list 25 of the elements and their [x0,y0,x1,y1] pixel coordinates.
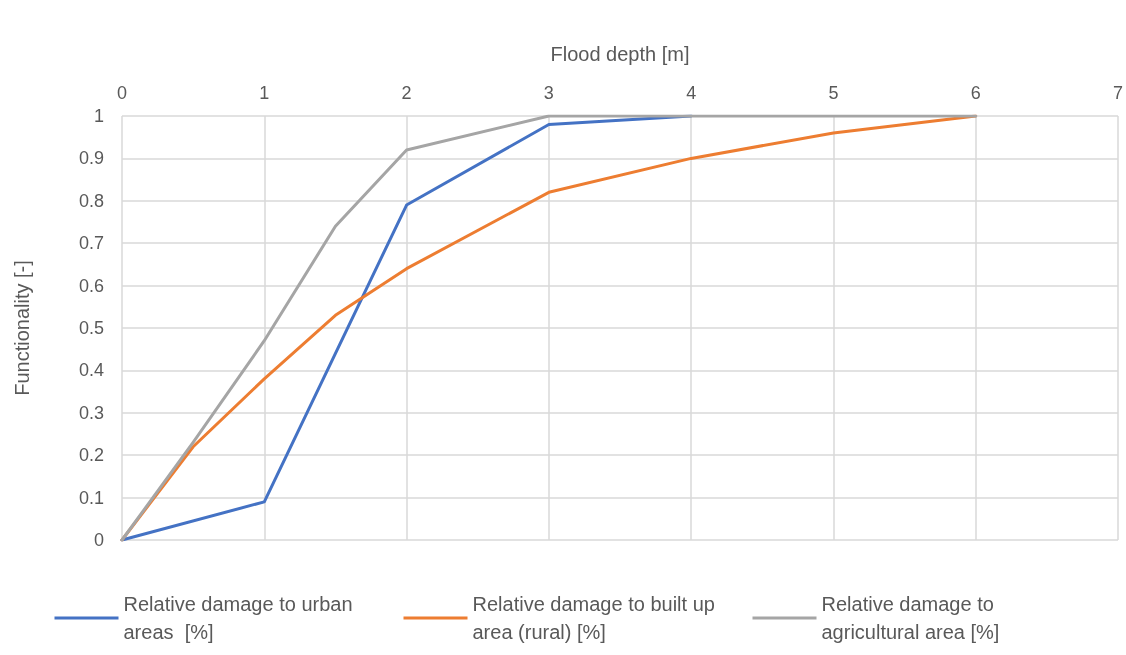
x-tick-label: 2 [401,83,412,103]
x-tick-label: 5 [828,83,839,103]
x-tick-label: 7 [1112,83,1123,103]
y-tick-label: 0.7 [78,233,104,254]
y-tick-label: 1 [93,106,104,126]
x-tick-label: 3 [543,83,554,103]
y-tick-label: 0 [93,530,104,550]
legend-label: Relative damage to agricultural area [%] [821,593,1000,643]
y-tick-label: 0.8 [78,190,104,211]
legend-label: Relative damage to urban areas [%] [123,593,359,643]
y-tick-label: 0.3 [78,402,104,423]
x-tick-label: 0 [116,83,128,103]
x-tick-label: 1 [259,83,270,103]
y-axis-title: Functionality [-] [11,260,33,396]
y-tick-label: 0.2 [78,445,104,466]
y-tick-label: 0.9 [78,148,104,169]
y-tick-label: 0.5 [78,318,104,338]
x-tick-label: 4 [686,83,697,103]
line-series [120,114,978,542]
y-tick-label: 0.6 [78,275,104,296]
y-tick-label: 0.4 [78,360,104,381]
x-tick-label: 6 [970,83,981,103]
x-axis-title: Flood depth [m] [550,43,690,65]
legend-label: Relative damage to built up area (rural) [%] [472,593,721,643]
y-tick-label: 0.1 [78,487,104,508]
